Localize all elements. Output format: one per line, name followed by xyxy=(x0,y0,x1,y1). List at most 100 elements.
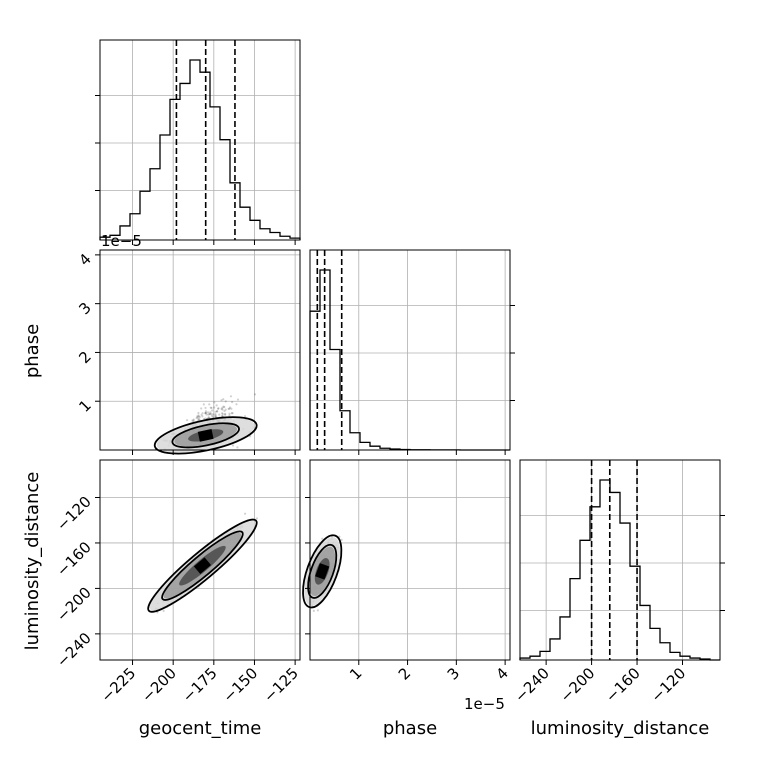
x-axis-label-phase: phase xyxy=(383,718,437,739)
panel-geocent-time-vs-phase-point xyxy=(221,414,224,418)
panel-geocent-time-vs-phase-point xyxy=(196,416,199,419)
panel-geocent-time-vs-phase-point xyxy=(204,411,208,414)
panel-phase-vs-luminosity-distance-point xyxy=(312,609,315,612)
panel-geocent-time-vs-phase-point xyxy=(205,413,208,416)
panel-geocent-time-vs-luminosity-distance-xtick-label-2: −175 xyxy=(179,664,221,706)
panel-geocent-time-vs-phase-point xyxy=(223,409,226,413)
panel-geocent-time-vs-phase-point xyxy=(220,399,223,402)
panel-geocent-time-vs-luminosity-distance-point xyxy=(255,517,258,520)
panel-geocent-time-vs-luminosity-distance-peak xyxy=(193,557,212,575)
panel-phase-vs-luminosity-distance-xtick-label-1: 2 xyxy=(395,664,414,683)
panel-geocent-time-vs-phase-point xyxy=(212,413,215,416)
panel-geocent-time-vs-phase-point xyxy=(228,414,231,417)
panel-geocent-time-vs-luminosity-distance-ytick-label-2: −160 xyxy=(53,538,95,580)
panel-geocent-time-vs-phase-point xyxy=(204,410,208,413)
panel-geocent-time-vs-phase-point xyxy=(236,398,240,401)
panel-geocent-time-vs-phase-point xyxy=(198,418,201,421)
panel-geocent-time-vs-phase-point xyxy=(224,413,227,416)
panel-geocent-time-vs-phase-point xyxy=(231,412,234,415)
panel-geocent-time-vs-phase-point xyxy=(230,407,233,410)
panel-phase-vs-luminosity-distance-contour-0 xyxy=(302,534,343,609)
panel-geocent-time-vs-phase-point xyxy=(208,412,211,416)
panel-geocent-time-vs-phase-point xyxy=(214,412,217,416)
panel-geocent-time-vs-phase-point xyxy=(231,401,234,404)
panel-geocent-time-vs-phase-point xyxy=(206,411,210,414)
panel-geocent-time-vs-phase-point xyxy=(213,401,216,404)
panel-geocent-time-vs-phase-point xyxy=(204,417,207,420)
panel-geocent-time-vs-phase-grid xyxy=(100,250,300,450)
panel-geocent-time-vs-phase-point xyxy=(192,419,195,422)
panel-geocent-time-vs-phase-point xyxy=(224,400,227,403)
panel-geocent-time-vs-phase-point xyxy=(215,410,219,413)
y-axis-label-luminosity-distance: luminosity_distance xyxy=(22,472,43,651)
labels: 1e−5 1e−5 geocent_time phase luminosity_… xyxy=(22,232,709,739)
hist-luminosity-distance-xtick-label-1: −200 xyxy=(557,664,599,706)
panel-geocent-time-vs-phase-point xyxy=(213,406,216,409)
hist-luminosity-distance-frame xyxy=(519,459,721,661)
panel-geocent-time-vs-phase-point xyxy=(192,418,195,421)
panel-geocent-time-vs-phase-point xyxy=(235,403,238,406)
panel-geocent-time-vs-phase-point xyxy=(217,407,220,410)
panel-geocent-time-vs-phase-point xyxy=(196,415,199,418)
hist-geocent-time-frame xyxy=(99,39,301,241)
panel-geocent-time-vs-phase-point xyxy=(217,407,220,410)
panel-phase-vs-luminosity-distance-xtick-label-2: 3 xyxy=(444,664,463,683)
hist-geocent-time-grid xyxy=(100,40,300,240)
panel-geocent-time-vs-phase-point xyxy=(224,408,227,411)
hist-geocent-time-steps xyxy=(99,59,301,240)
panel-geocent-time-vs-phase-point xyxy=(236,446,239,449)
panel-geocent-time-vs-phase-point xyxy=(221,413,224,416)
panel-geocent-time-vs-phase-point xyxy=(200,413,203,416)
panel-geocent-time-vs-phase-point xyxy=(211,409,214,412)
panel-geocent-time-vs-phase-point xyxy=(229,395,233,398)
panel-geocent-time-vs-phase-ytick-label-1: 2 xyxy=(75,348,94,367)
panel-geocent-time-vs-phase-point xyxy=(216,410,219,413)
panel-geocent-time-vs-phase-point xyxy=(198,415,201,419)
panel-phase-vs-luminosity-distance-xtick-label-0: 1 xyxy=(346,664,365,683)
panel-geocent-time-vs-phase-contour-1 xyxy=(171,422,240,449)
panel-geocent-time-vs-phase-ytick-label-3: 4 xyxy=(75,250,94,269)
panel-geocent-time-vs-luminosity-distance-point xyxy=(162,609,165,613)
panel-geocent-time-vs-luminosity-distance-xtick-label-0: −225 xyxy=(97,664,139,706)
panel-geocent-time-vs-phase-point xyxy=(253,393,257,396)
panel-geocent-time-vs-luminosity-distance-xtick-label-1: −200 xyxy=(138,664,180,706)
panel-geocent-time-vs-phase-point xyxy=(214,410,217,413)
panel-geocent-time-vs-phase-point xyxy=(227,407,230,411)
panel-geocent-time-vs-phase-ytick-label-2: 3 xyxy=(75,299,94,318)
x-axis-label-geocent-time: geocent_time xyxy=(139,718,262,739)
panel-geocent-time-vs-phase-point xyxy=(210,406,213,410)
panel-geocent-time-vs-phase-point xyxy=(214,415,217,418)
panel-geocent-time-vs-phase-point xyxy=(201,415,204,418)
panel-geocent-time-vs-phase-point xyxy=(200,407,203,410)
panel-geocent-time-vs-phase-point xyxy=(215,404,218,407)
panel-geocent-time-vs-luminosity-distance-ytick-label-0: −240 xyxy=(53,629,95,671)
panel-geocent-time-vs-phase-point xyxy=(211,416,214,419)
panel-phase-vs-luminosity-distance-grid xyxy=(310,460,510,660)
panel-geocent-time-vs-phase-point xyxy=(197,415,200,418)
panel-geocent-time-vs-luminosity-distance-xtick-label-3: −150 xyxy=(219,664,261,706)
panel-phase-vs-luminosity-distance-point xyxy=(321,537,324,540)
panel-phase-vs-luminosity-distance-point xyxy=(340,538,343,541)
panel-geocent-time-vs-phase-point xyxy=(223,405,226,409)
panel-phase-vs-luminosity-distance-peak xyxy=(315,563,330,580)
panel-geocent-time-vs-phase-point xyxy=(197,414,200,417)
phase-offset-label-bottom: 1e−5 xyxy=(464,695,505,713)
panel-geocent-time-vs-phase-point xyxy=(204,412,207,415)
panel-geocent-time-vs-phase-point xyxy=(228,406,232,409)
panel-geocent-time-vs-phase-point xyxy=(208,403,211,406)
panel-geocent-time-vs-phase-point xyxy=(210,412,213,415)
panel-geocent-time-vs-phase-point xyxy=(197,417,200,421)
panel-phase-vs-luminosity-distance-contour-1 xyxy=(307,543,338,599)
panel-geocent-time-vs-phase-point xyxy=(197,411,200,415)
hist-phase-frame xyxy=(309,249,511,451)
panel-geocent-time-vs-phase-point xyxy=(223,412,227,415)
panel-geocent-time-vs-phase-point xyxy=(204,412,207,415)
hist-luminosity-distance-grid xyxy=(520,460,720,660)
panel-geocent-time-vs-luminosity-distance-frame xyxy=(99,459,301,661)
panel-geocent-time-vs-phase-point xyxy=(243,415,247,418)
hist-luminosity-distance-xtick-label-0: −240 xyxy=(511,664,553,706)
panel-geocent-time-vs-phase-point xyxy=(221,408,224,411)
panel-geocent-time-vs-phase-point xyxy=(218,413,221,416)
panel-geocent-time-vs-phase-point xyxy=(215,415,218,418)
